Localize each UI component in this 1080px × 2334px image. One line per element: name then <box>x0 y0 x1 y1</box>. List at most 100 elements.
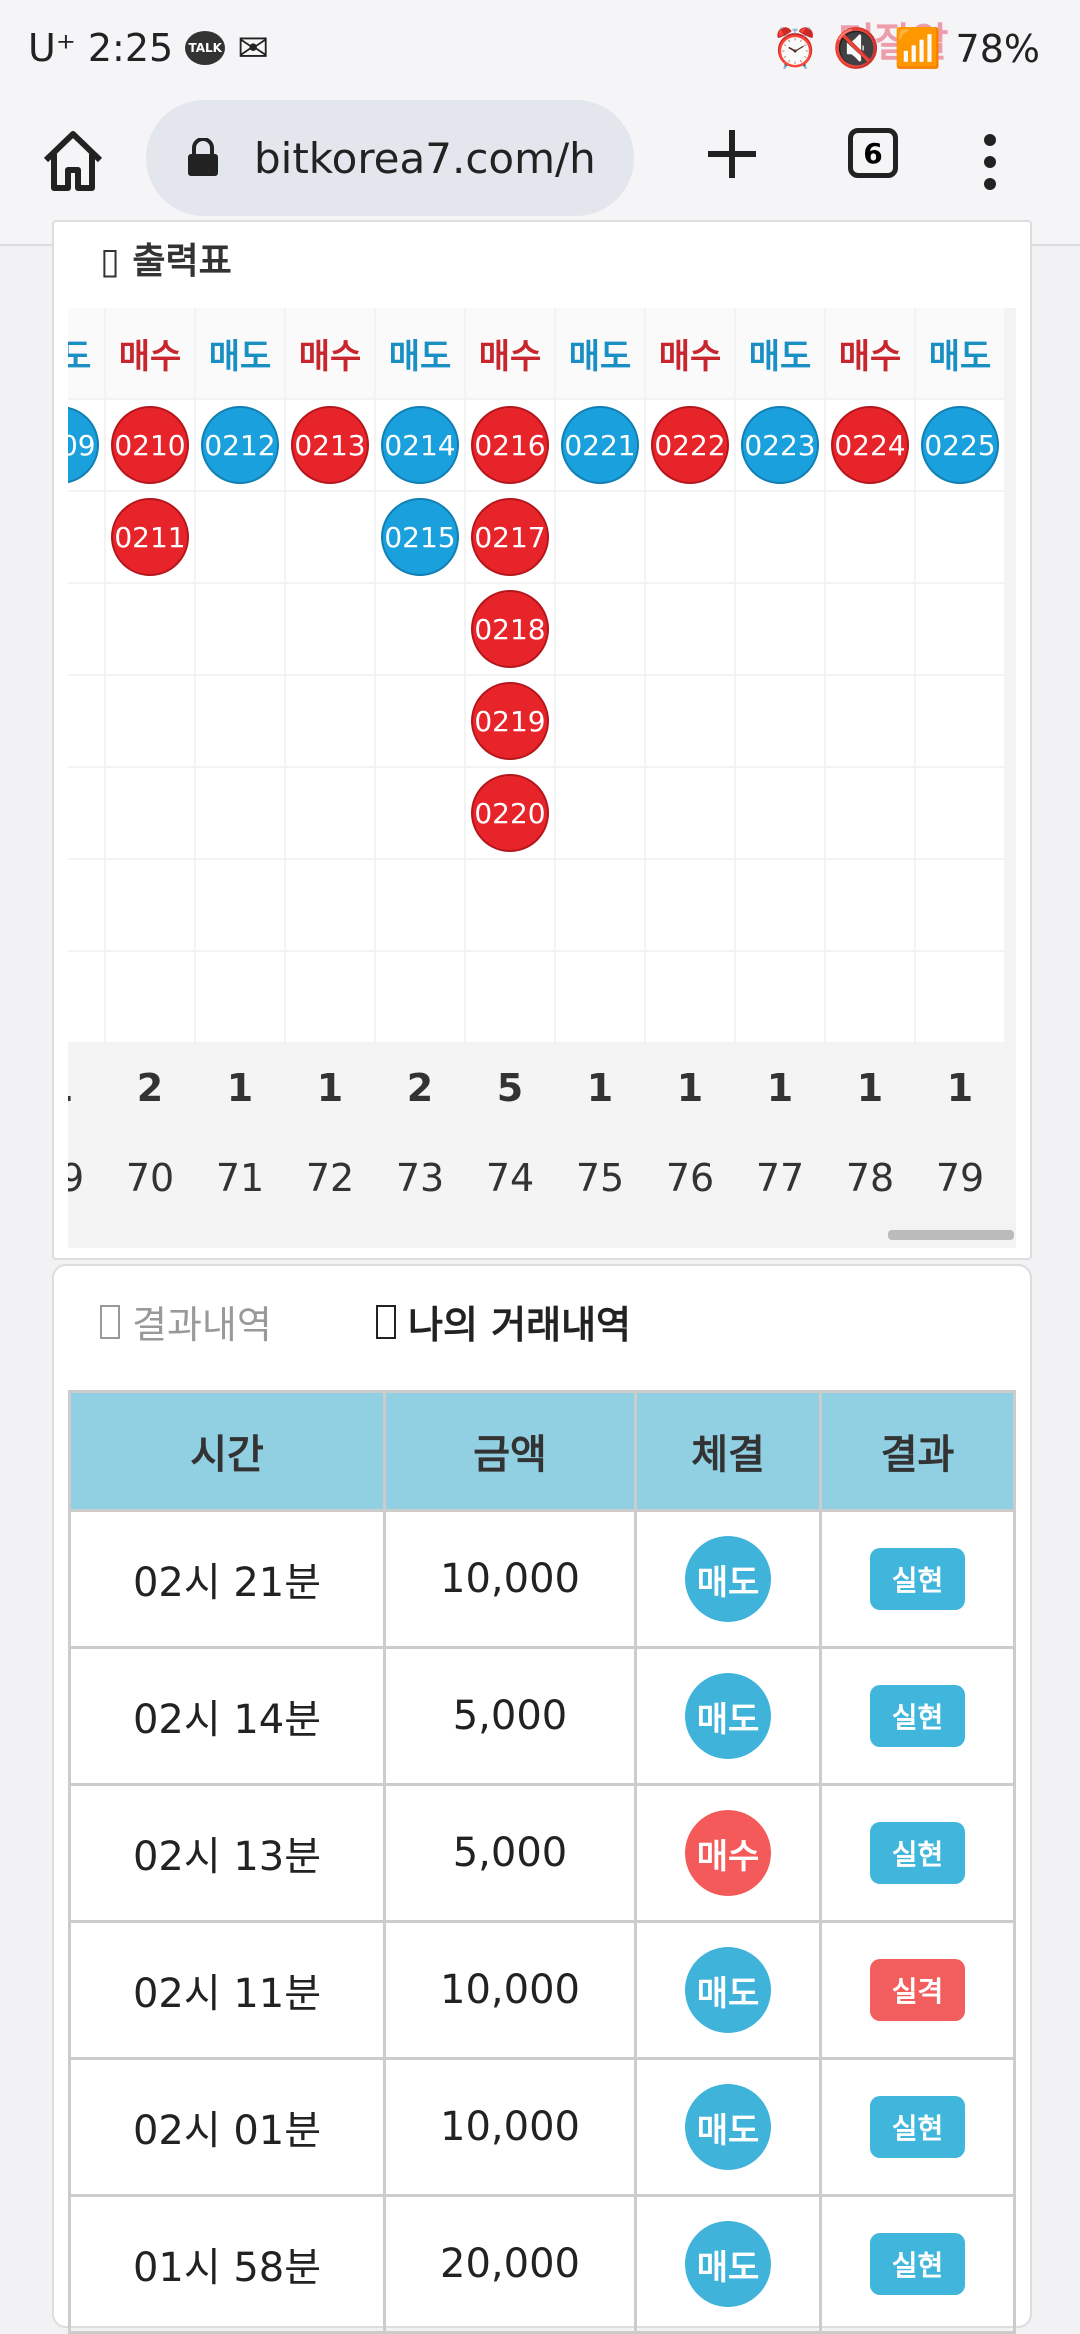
side-badge: 매도 <box>685 2221 771 2307</box>
grid-cell <box>106 584 194 674</box>
new-tab-icon[interactable] <box>702 124 762 184</box>
grid-cell <box>646 952 734 1042</box>
grid-cell <box>106 768 194 858</box>
result-grid[interactable]: 매도0209169매수02100211270매도0212171매수0213172… <box>68 308 1016 1248</box>
home-icon[interactable] <box>38 126 108 196</box>
grid-column-header: 매수 <box>286 308 374 398</box>
wifi-icon: 📶 <box>894 26 942 70</box>
grid-cell <box>556 584 644 674</box>
grid-column-header: 매도 <box>556 308 644 398</box>
cell-time: 01시 58분 <box>68 2194 386 2334</box>
grid-cell <box>68 584 104 674</box>
grid-cell <box>68 676 104 766</box>
grid-index: 75 <box>556 1134 644 1222</box>
cell-time: 02시 01분 <box>68 2057 386 2197</box>
grid-column: 매도 0225 1 79 <box>916 308 1004 1248</box>
grid-column-header: 매도 <box>736 308 824 398</box>
grid-count: 2 <box>106 1044 194 1132</box>
grid-cell <box>106 860 194 950</box>
cell-result: 실현 <box>819 2194 1016 2334</box>
grid-column: 매수 0213 1 72 <box>286 308 374 1248</box>
round-ball: 0216 <box>471 406 549 484</box>
trade-history-body: 02시 21분 10,000 매도 실현 02시 14분 5,000 매도 실현 02시 13분… <box>68 1509 1016 2334</box>
grid-column: 매도 0212 1 71 <box>196 308 284 1248</box>
talk-notification-icon: TALK <box>185 31 226 65</box>
grid-cell <box>646 492 734 582</box>
grid-cell <box>376 768 464 858</box>
round-ball: 0222 <box>651 406 729 484</box>
chart-title-text: 출력표 <box>132 241 232 282</box>
url-text: bitkorea7.com/h <box>254 133 596 183</box>
round-ball: 0218 <box>471 590 549 668</box>
round-ball: 0215 <box>381 498 459 576</box>
grid-cell <box>556 676 644 766</box>
grid-index: 71 <box>196 1134 284 1222</box>
grid-cell <box>646 676 734 766</box>
lock-icon <box>188 138 218 176</box>
chart-card-title: ▯ 출력표 <box>100 232 232 284</box>
grid-index: 69 <box>68 1134 104 1222</box>
grid-column-header: 매도 <box>68 308 104 398</box>
grid-column-header: 매도 <box>916 308 1004 398</box>
grid-cell <box>826 676 914 766</box>
round-ball: 0210 <box>111 406 189 484</box>
grid-cell <box>736 768 824 858</box>
grid-cell <box>286 492 374 582</box>
battery-label: 78% <box>955 26 1040 71</box>
grid-cell <box>196 768 284 858</box>
round-ball: 0211 <box>111 498 189 576</box>
tab-results[interactable]: 결과내역 <box>100 1294 272 1349</box>
grid-scrollbar[interactable] <box>888 1230 1014 1240</box>
grid-index: 72 <box>286 1134 374 1222</box>
cell-result: 실현 <box>819 1646 1016 1786</box>
more-menu-icon[interactable] <box>982 132 998 192</box>
grid-cell <box>916 952 1004 1042</box>
grid-count: 1 <box>826 1044 914 1132</box>
grid-index: 79 <box>916 1134 1004 1222</box>
grid-column-header: 매수 <box>826 308 914 398</box>
table-row: 01시 58분 20,000 매도 실현 <box>68 2194 1016 2334</box>
cell-amount: 10,000 <box>383 1509 637 1649</box>
grid-cell <box>646 584 734 674</box>
table-row: 02시 11분 10,000 매도 실격 <box>68 1920 1016 2060</box>
col-header-time: 시간 <box>68 1390 386 1512</box>
grid-index: 70 <box>106 1134 194 1222</box>
status-right: ⏰ 🔇 📶 78% <box>772 26 1040 71</box>
grid-column-header: 매수 <box>106 308 194 398</box>
grid-column: 매도 0223 1 77 <box>736 308 824 1248</box>
grid-cell <box>646 768 734 858</box>
alarm-icon: ⏰ <box>771 26 819 70</box>
cell-amount: 5,000 <box>383 1646 637 1786</box>
grid-cell <box>376 584 464 674</box>
grid-cell <box>826 584 914 674</box>
grid-count: 1 <box>736 1044 824 1132</box>
address-bar[interactable]: bitkorea7.com/h <box>146 100 634 216</box>
grid-index: 73 <box>376 1134 464 1222</box>
cell-result: 실현 <box>819 2057 1016 2197</box>
carrier-label: U⁺ <box>28 26 76 70</box>
grid-column: 매도0209169 <box>68 308 104 1248</box>
clock: 2:25 <box>87 26 174 70</box>
chart-card: ▯ 출력표 매도0209169매수02100211270매도0212171매수0… <box>52 220 1032 1260</box>
cell-time: 02시 13분 <box>68 1783 386 1923</box>
table-row: 02시 21분 10,000 매도 실현 <box>68 1509 1016 1649</box>
round-ball: 0212 <box>201 406 279 484</box>
grid-cell <box>736 584 824 674</box>
result-badge: 실격 <box>869 1959 966 2021</box>
grid-count: 1 <box>916 1044 1004 1132</box>
cell-execution: 매도 <box>634 2057 822 2197</box>
grid-cell <box>68 768 104 858</box>
history-card: 결과내역 나의 거래내역 시간 금액 체결 결과 02시 21분 10,000 매도… <box>52 1264 1032 2334</box>
grid-column: 매도 0214 0215 2 73 <box>376 308 464 1248</box>
mute-icon: 🔇 <box>832 26 881 70</box>
tab-switcher-button[interactable]: 6 <box>848 128 898 178</box>
round-ball: 0223 <box>741 406 819 484</box>
grid-cell <box>466 860 554 950</box>
tab-my-trades[interactable]: 나의 거래내역 <box>376 1294 631 1349</box>
chart-title-icon: ▯ <box>100 241 133 282</box>
cell-amount: 10,000 <box>383 1920 637 2060</box>
cell-time: 02시 21분 <box>68 1509 386 1649</box>
grid-cell <box>286 584 374 674</box>
grid-cell <box>646 860 734 950</box>
grid-column-header: 매도 <box>376 308 464 398</box>
